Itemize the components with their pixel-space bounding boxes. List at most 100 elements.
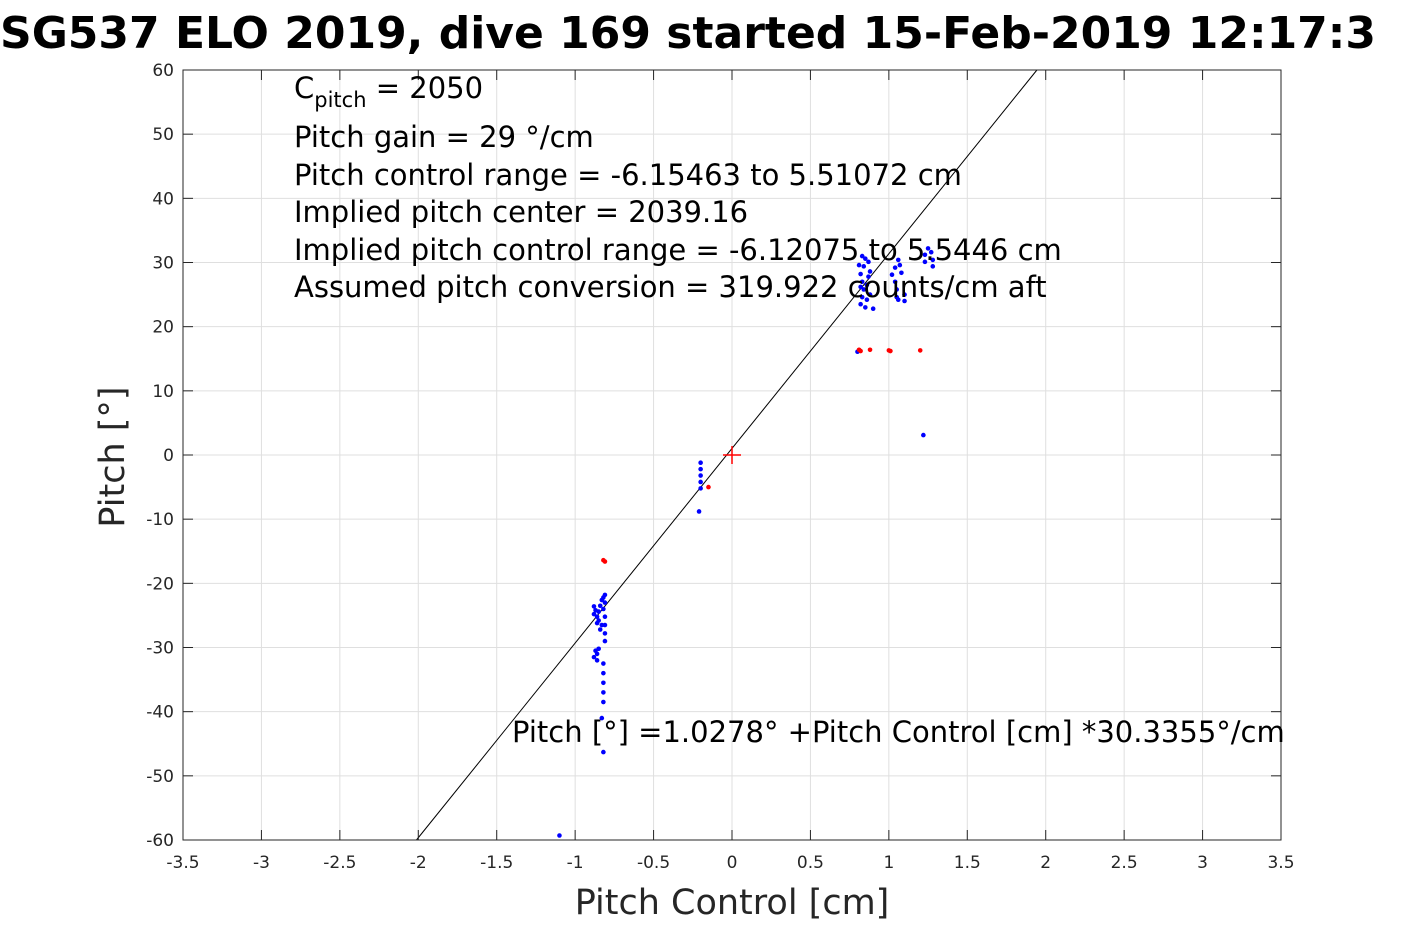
y-tick-label: 20	[152, 318, 174, 338]
data-point	[591, 604, 597, 609]
data-point	[698, 466, 703, 472]
data-point	[870, 306, 876, 312]
data-point	[895, 257, 901, 263]
data-point	[601, 670, 606, 676]
data-point	[858, 348, 863, 354]
data-point	[902, 298, 907, 304]
data-point	[928, 249, 934, 255]
data-point	[922, 259, 928, 265]
data-point	[867, 292, 873, 297]
data-point	[858, 301, 863, 307]
data-point	[602, 592, 608, 598]
y-tick-label: -50	[146, 767, 174, 787]
data-point	[859, 294, 865, 300]
data-point	[867, 347, 873, 353]
y-tick-label: -60	[146, 831, 174, 851]
data-point	[892, 265, 898, 270]
data-point	[602, 600, 608, 605]
data-point	[888, 348, 893, 354]
data-point	[894, 287, 899, 292]
data-point	[864, 282, 870, 288]
annotation-c-pitch: Cpitch = 2050	[294, 71, 483, 112]
ticks: -3.5 -3 -2.5 -2 -1.5 -1 -0.5 0 0.5 1 1.5 2 2.5 3 3.5 -6…	[146, 61, 1294, 873]
data-point	[596, 646, 601, 652]
data-point	[922, 252, 928, 258]
center-marker-group	[723, 446, 741, 464]
data-point	[601, 680, 606, 686]
data-point	[856, 262, 862, 268]
x-tick-label: 1	[883, 853, 894, 873]
data-point	[601, 606, 606, 612]
data-point	[930, 257, 936, 263]
y-tick-label: 10	[152, 382, 174, 402]
y-tick-label: -30	[146, 639, 174, 659]
y-tick-label: 0	[163, 446, 174, 466]
data-point	[602, 559, 608, 564]
data-point	[698, 486, 703, 491]
y-tick-label: -40	[146, 703, 174, 723]
data-point	[698, 460, 703, 466]
x-tick-label: 0.5	[797, 853, 824, 873]
x-axis-label: Pitch Control [cm]	[575, 883, 890, 923]
data-point	[601, 690, 606, 695]
data-point	[602, 614, 608, 619]
data-point	[867, 269, 873, 274]
x-tick-label: -3.5	[166, 853, 199, 873]
annotation-implied-pitch-control-range: Implied pitch control range = -6.12075 t…	[294, 233, 1062, 267]
data-point	[591, 654, 597, 660]
data-point	[601, 699, 606, 705]
y-tick-label: -10	[146, 510, 174, 530]
data-point	[861, 287, 867, 292]
x-tick-label: -0.5	[637, 853, 670, 873]
y-tick-label: 60	[152, 61, 174, 81]
points-group	[557, 246, 936, 838]
data-point	[599, 715, 605, 721]
x-tick-label: 3.5	[1267, 853, 1294, 873]
data-point	[863, 256, 868, 261]
data-point	[594, 658, 600, 663]
y-tick-label: 50	[152, 125, 174, 145]
data-point	[557, 833, 562, 838]
data-point	[602, 631, 608, 636]
data-point	[594, 614, 600, 619]
data-point	[591, 611, 597, 617]
data-point	[930, 264, 936, 269]
data-point	[696, 509, 702, 514]
annotation-pitch-gain: Pitch gain = 29 °/cm	[294, 120, 594, 154]
data-point	[859, 253, 865, 259]
x-tick-label: -1.5	[480, 853, 513, 873]
annotation-pitch-control-range: Pitch control range = -6.15463 to 5.5107…	[294, 158, 962, 192]
fit-equation-label: Pitch [°] =1.0278° +Pitch Control [cm] *…	[512, 715, 1285, 749]
data-point	[892, 279, 898, 285]
y-tick-label: 40	[152, 189, 174, 209]
data-point	[864, 297, 870, 303]
x-tick-label: -1	[567, 853, 584, 873]
x-tick-label: -3	[253, 853, 270, 873]
data-point	[897, 262, 903, 268]
data-point	[921, 432, 926, 438]
y-tick-label: 30	[152, 254, 174, 274]
data-point	[599, 597, 605, 603]
data-point	[601, 661, 606, 666]
y-axis-label: Pitch [°]	[93, 386, 133, 527]
x-tick-label: -2.5	[323, 853, 356, 873]
data-point	[889, 272, 895, 277]
data-point	[861, 264, 867, 269]
data-point	[706, 484, 711, 490]
x-tick-label: 0	[727, 853, 738, 873]
y-tick-label: -20	[146, 574, 174, 594]
data-point	[601, 749, 606, 755]
data-point	[593, 607, 598, 613]
annotation-implied-pitch-center: Implied pitch center = 2039.16	[294, 195, 748, 229]
data-point	[597, 627, 603, 632]
x-tick-label: 2	[1040, 853, 1051, 873]
data-point	[899, 270, 904, 276]
x-tick-label: 2.5	[1111, 853, 1138, 873]
data-point	[925, 246, 931, 251]
data-point	[698, 473, 703, 478]
x-tick-label: 1.5	[954, 853, 981, 873]
data-point	[597, 603, 603, 609]
data-point	[895, 297, 901, 303]
data-point	[866, 259, 871, 265]
